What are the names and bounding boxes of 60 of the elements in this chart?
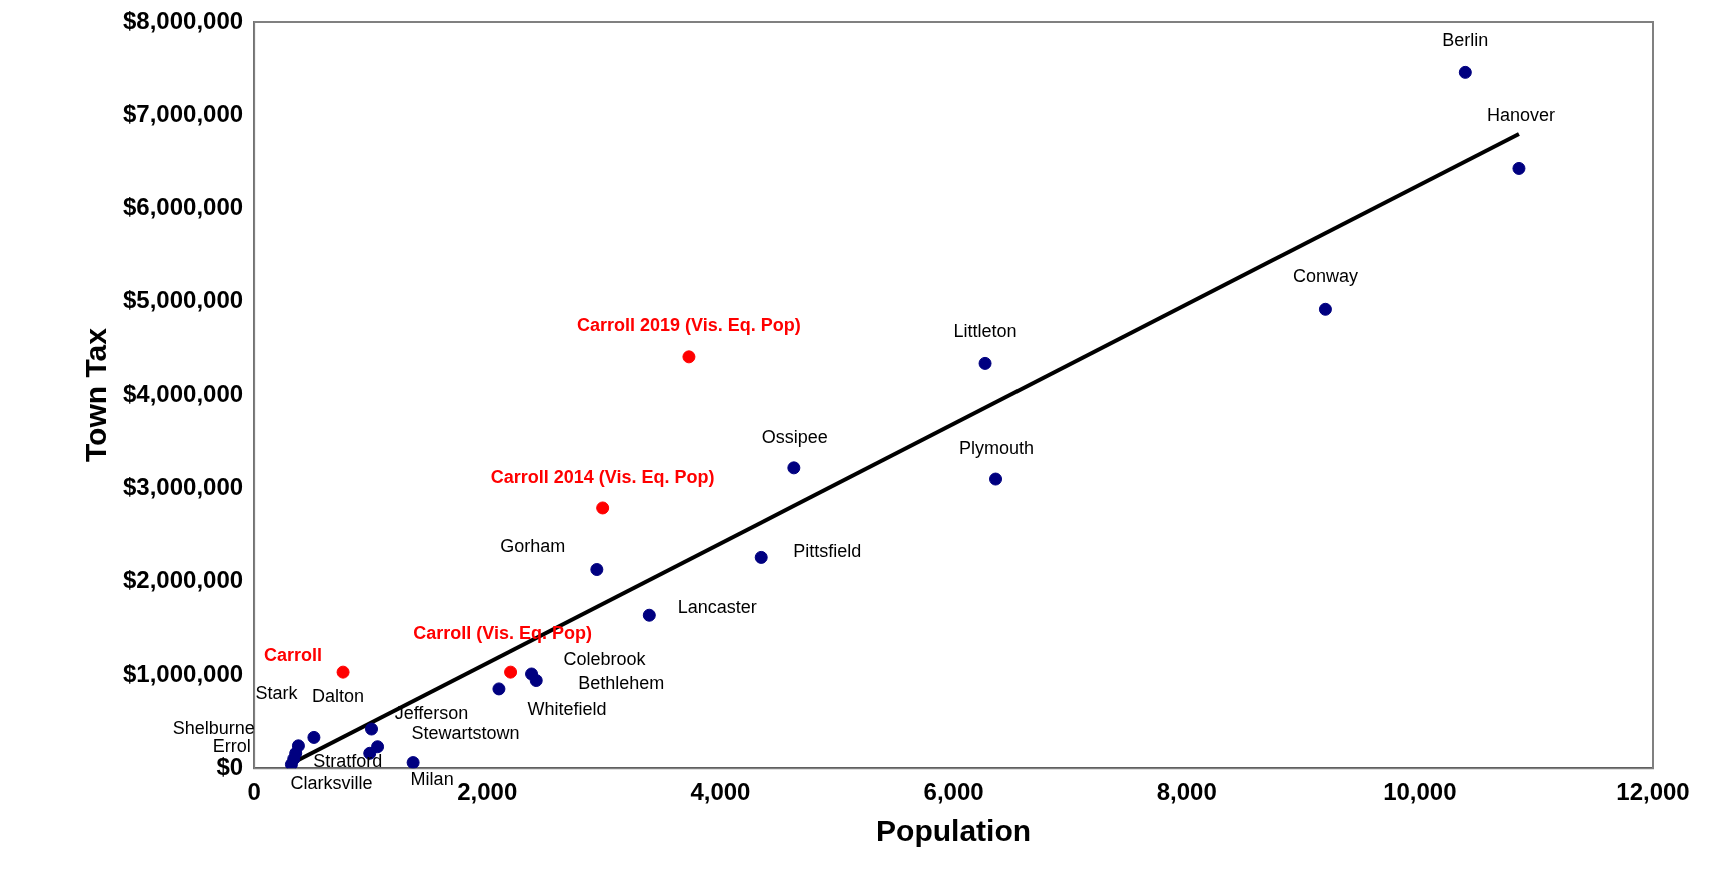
- annotation: Conway: [1292, 266, 1358, 287]
- annotation: Colebrook: [563, 648, 647, 669]
- point: [787, 461, 801, 475]
- point: [365, 722, 379, 736]
- annotation: Stratford: [313, 751, 383, 772]
- point: [642, 608, 656, 622]
- point: [406, 756, 420, 769]
- annotation: Jefferson: [394, 702, 469, 723]
- point: [978, 356, 992, 370]
- y-tick-label: $8,000,000: [122, 6, 244, 34]
- y-tick-label: $4,000,000: [122, 379, 244, 407]
- y-tick-label: $3,000,000: [122, 473, 244, 500]
- annotation: Ossipee: [761, 426, 828, 447]
- y-axis-title: Town Tax: [79, 327, 113, 463]
- point: [492, 682, 506, 696]
- x-tick-label: 6,000: [923, 778, 984, 806]
- annotation: Carroll: [264, 645, 323, 666]
- annotation: Stewartstown: [411, 722, 520, 743]
- point: [596, 501, 610, 515]
- annotation: Plymouth: [959, 438, 1035, 459]
- x-tick-label: 2,000: [457, 778, 518, 806]
- x-tick-label: 8,000: [1156, 778, 1217, 806]
- point: [504, 665, 518, 679]
- annotation: Berlin: [1442, 30, 1489, 51]
- point: [1318, 302, 1332, 316]
- annotation: Whitefield: [527, 698, 607, 719]
- annotation: Bethlehem: [578, 673, 665, 694]
- y-tick-label: $2,000,000: [122, 566, 244, 594]
- point: [682, 350, 696, 364]
- annotation: Dalton: [311, 686, 364, 707]
- x-tick-label: 12,000: [1616, 778, 1690, 806]
- point: [1458, 65, 1472, 79]
- annotation: Milan: [410, 768, 454, 789]
- point: [284, 757, 298, 769]
- annotation: Littleton: [953, 321, 1017, 342]
- y-tick-label: $1,000,000: [122, 659, 244, 687]
- point: [1512, 161, 1526, 175]
- annotation: Pittsfield: [793, 541, 862, 562]
- point: [371, 740, 385, 754]
- point: [989, 472, 1003, 486]
- point: [590, 563, 604, 577]
- annotation: Stark: [255, 682, 299, 703]
- annotation: Carroll (Vis. Eq. Pop): [413, 623, 592, 644]
- point: [336, 665, 350, 679]
- point: [529, 674, 543, 688]
- point: [754, 550, 768, 564]
- y-tick-label: $5,000,000: [122, 286, 244, 314]
- x-axis-title: Population: [876, 814, 1032, 848]
- point: [307, 730, 321, 744]
- y-tick-label: $7,000,000: [122, 99, 244, 127]
- x-tick-label: 0: [247, 778, 261, 806]
- annotation: Lancaster: [677, 597, 757, 618]
- annotation: Gorham: [500, 536, 566, 557]
- x-tick-label: 4,000: [690, 778, 751, 806]
- annotation: Carroll 2014 (Vis. Eq. Pop): [490, 466, 715, 487]
- x-tick-label: 10,000: [1383, 778, 1457, 806]
- annotation: Clarksville: [290, 773, 373, 794]
- annotation: Carroll 2019 (Vis. Eq. Pop): [577, 314, 801, 335]
- annotation: Hanover: [1486, 105, 1555, 126]
- y-tick-label: $6,000,000: [122, 193, 244, 221]
